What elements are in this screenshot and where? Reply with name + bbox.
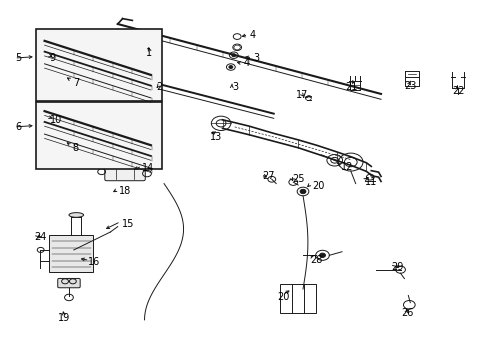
Text: 26: 26 — [401, 309, 413, 318]
Text: 1: 1 — [146, 48, 152, 58]
Text: 5: 5 — [15, 53, 21, 63]
Bar — [36, 30, 161, 101]
Text: 28: 28 — [309, 255, 322, 265]
Text: 21: 21 — [345, 82, 357, 92]
Text: 20: 20 — [277, 292, 289, 302]
Circle shape — [231, 54, 235, 57]
FancyBboxPatch shape — [104, 166, 145, 181]
Text: 9: 9 — [49, 53, 56, 63]
Text: 12: 12 — [340, 162, 353, 172]
Text: 18: 18 — [119, 186, 131, 197]
Text: 17: 17 — [295, 90, 307, 100]
Text: 15: 15 — [122, 219, 134, 229]
Circle shape — [319, 253, 325, 257]
Text: 10: 10 — [49, 115, 61, 125]
Text: 14: 14 — [142, 163, 154, 173]
Circle shape — [228, 66, 232, 68]
Text: 23: 23 — [403, 81, 416, 91]
Text: 7: 7 — [73, 78, 79, 88]
Text: 11: 11 — [365, 177, 377, 187]
Bar — [279, 284, 316, 313]
Text: 4: 4 — [243, 58, 249, 68]
Bar — [49, 235, 93, 273]
Text: 3: 3 — [253, 53, 259, 63]
Text: 16: 16 — [87, 257, 100, 267]
Text: 13: 13 — [210, 132, 222, 142]
Text: 29: 29 — [390, 262, 402, 272]
Text: 8: 8 — [73, 143, 79, 153]
Text: 2: 2 — [156, 82, 162, 93]
Text: 22: 22 — [451, 86, 464, 96]
Text: 6: 6 — [15, 122, 21, 132]
Ellipse shape — [69, 213, 83, 217]
Text: 4: 4 — [249, 30, 255, 40]
Bar — [36, 102, 161, 169]
Text: 25: 25 — [291, 174, 304, 184]
Text: 27: 27 — [262, 171, 274, 181]
Text: 3: 3 — [232, 82, 239, 92]
Circle shape — [300, 189, 305, 194]
Text: 24: 24 — [34, 232, 46, 242]
FancyBboxPatch shape — [58, 278, 80, 288]
Text: 19: 19 — [58, 313, 70, 323]
Text: 20: 20 — [311, 181, 324, 191]
